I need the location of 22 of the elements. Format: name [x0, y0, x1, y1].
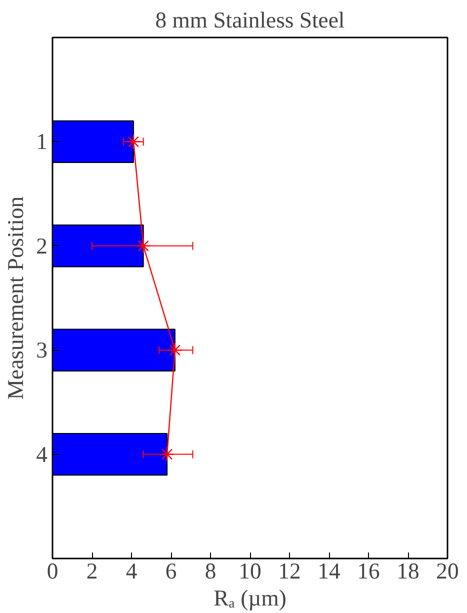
x-tick-label: 2	[86, 558, 98, 584]
x-tick-label: 16	[357, 558, 380, 584]
y-tick-label: 1	[36, 129, 48, 154]
x-tick-label: 20	[436, 558, 459, 584]
point	[126, 134, 142, 150]
x-tick-label: 18	[396, 558, 420, 584]
point	[159, 446, 175, 462]
y-tick-label: 3	[36, 338, 48, 363]
x-tick-label: 8	[204, 558, 216, 584]
x-tick-label: 14	[318, 558, 340, 584]
y-axis-title: Measurement Position	[3, 196, 28, 400]
y-tick-label: 4	[36, 442, 48, 467]
point	[167, 342, 183, 358]
x-tick-label: 12	[278, 558, 301, 584]
x-tick-label: 4	[126, 558, 138, 584]
x-axis-title: Rₐ (µm)	[214, 586, 286, 610]
y-tick-label: 2	[36, 233, 48, 258]
point	[136, 238, 151, 254]
x-tick-label: 10	[238, 558, 262, 584]
chart-title: 8 mm Stainless Steel	[155, 8, 345, 32]
x-tick-label: 6	[165, 558, 177, 584]
x-tick-label: 0	[46, 558, 58, 584]
